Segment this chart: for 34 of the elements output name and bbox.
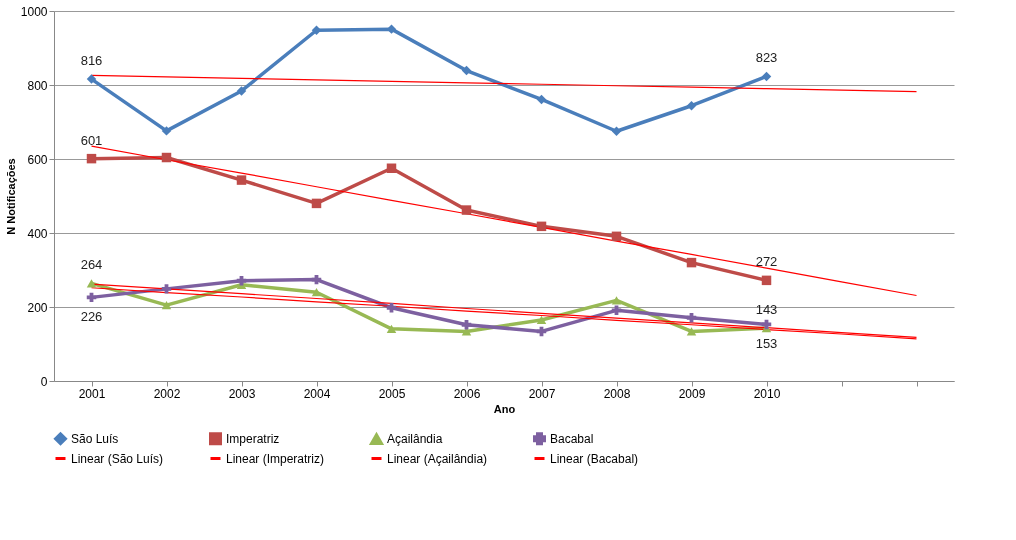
legend-label: Linear (Bacabal)	[550, 451, 639, 466]
legend-label: Açailândia	[387, 432, 443, 447]
legend-label: Imperatriz	[226, 431, 280, 446]
legend-label: Linear (Açailândia)	[387, 451, 488, 466]
y-tick-label: 0	[40, 374, 48, 389]
x-tick-label: 2003	[228, 386, 256, 401]
x-tick-label: 2008	[603, 386, 631, 401]
x-tick-label: 2002	[153, 386, 181, 401]
x-tick-label: 2010	[753, 386, 781, 401]
y-tick-label: 800	[27, 78, 48, 93]
x-tick-label: 2009	[678, 386, 706, 401]
data-label: 264	[80, 257, 103, 273]
y-tick-label: 1000	[20, 4, 48, 19]
x-tick-label: 2007	[528, 386, 556, 401]
x-axis-title: Ano	[493, 402, 516, 415]
data-label: 153	[755, 336, 778, 352]
y-tick-label: 200	[27, 300, 48, 315]
legend-label: Linear (Imperatriz)	[226, 451, 325, 466]
legend-label: Linear (São Luís)	[71, 451, 164, 466]
data-label: 272	[755, 254, 778, 270]
data-label: 601	[80, 132, 103, 148]
data-label: 143	[755, 302, 778, 318]
y-tick-label: 400	[27, 226, 48, 241]
y-axis-title: N Notificações	[4, 158, 17, 235]
data-label: 823	[755, 50, 778, 66]
legend-label: Bacabal	[550, 431, 594, 446]
x-tick-label: 2001	[78, 386, 106, 401]
data-label: 816	[80, 53, 103, 69]
legend-label: São Luís	[71, 431, 119, 446]
y-tick-label: 600	[27, 152, 48, 167]
x-tick-label: 2005	[378, 386, 406, 401]
x-tick-label: 2006	[453, 386, 481, 401]
x-tick-label: 2004	[303, 386, 331, 401]
data-label: 226	[80, 309, 103, 325]
